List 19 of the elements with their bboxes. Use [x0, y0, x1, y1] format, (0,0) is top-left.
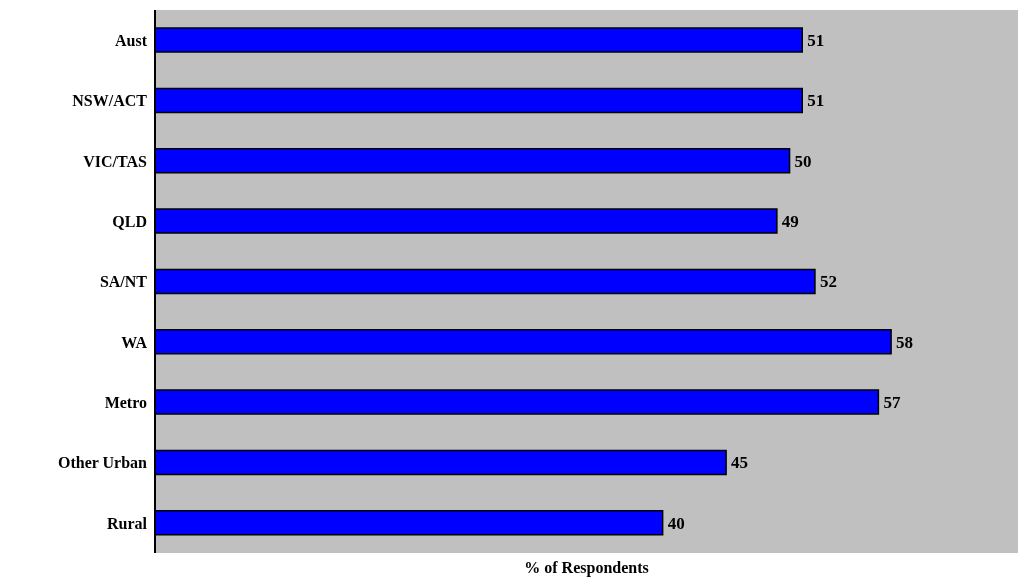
data-label: 58	[896, 332, 914, 352]
data-label: 49	[781, 212, 799, 232]
y-tick-label: SA/NT	[99, 273, 148, 291]
y-tick-label: VIC/TAS	[83, 152, 148, 170]
data-label: 52	[819, 272, 837, 292]
y-tick-label: Aust	[114, 31, 148, 49]
x-axis-title: % of Respondents	[523, 559, 650, 577]
y-tick-label: Rural	[107, 514, 148, 532]
data-label: 57	[883, 393, 901, 413]
y-tick-label: WA	[121, 333, 148, 351]
y-tick-label: QLD	[112, 212, 147, 230]
data-label: 50	[794, 151, 812, 171]
data-label: 51	[807, 91, 825, 111]
data-label: 45	[731, 453, 749, 473]
y-tick-label: Other Urban	[57, 454, 148, 472]
data-label: 40	[667, 513, 685, 533]
y-tick-label: NSW/ACT	[72, 92, 148, 110]
y-tick-label: Metro	[104, 393, 147, 411]
data-label: 51	[807, 31, 825, 51]
